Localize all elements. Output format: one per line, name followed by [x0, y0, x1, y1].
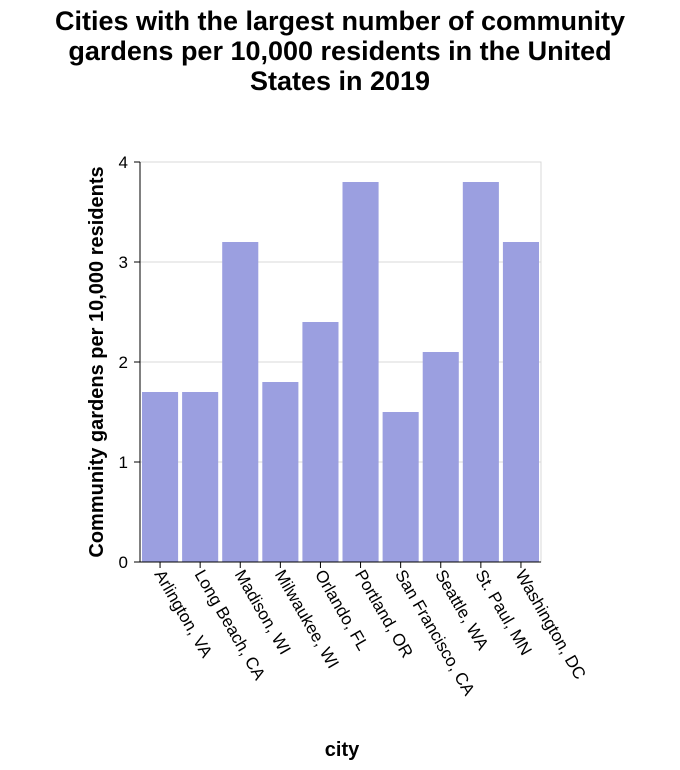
y-tick-label: 1 [119, 453, 128, 472]
y-axis-ticks: 0 1 2 3 4 [119, 153, 140, 572]
bar-orlando-fl [302, 322, 339, 562]
bar-portland-or [342, 182, 379, 562]
bar-long-beach-ca [182, 392, 219, 562]
bars [142, 182, 539, 562]
bar-st-paul-mn [462, 182, 499, 562]
y-tick-label: 3 [119, 253, 128, 272]
y-tick-label: 2 [119, 353, 128, 372]
x-axis-label: city [325, 739, 360, 761]
bar-madison-wi [222, 242, 259, 562]
y-tick-label: 4 [119, 153, 128, 172]
x-tick-label: Washington, DC [511, 567, 589, 683]
y-tick-label: 0 [119, 553, 128, 572]
chart-title-line-2: gardens per 10,000 residents in the Unit… [68, 36, 611, 66]
chart-title-line-3: States in 2019 [250, 66, 430, 96]
bar-washington-dc [502, 242, 539, 562]
y-axis-label: Community gardens per 10,000 residents [86, 166, 108, 557]
bar-arlington-va [142, 392, 179, 562]
bar-milwaukee-wi [262, 382, 299, 562]
bar-san-francisco-ca [382, 412, 419, 562]
bar-seattle-wa [422, 352, 459, 562]
chart-title-line-1: Cities with the largest number of commun… [55, 6, 625, 36]
